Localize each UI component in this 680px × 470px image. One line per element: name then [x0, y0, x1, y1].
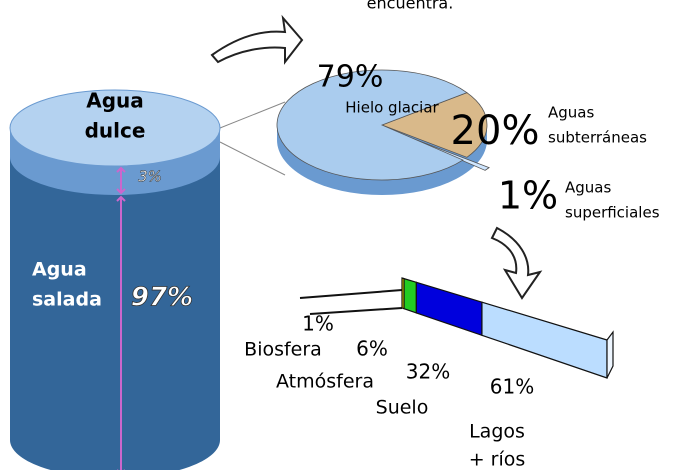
bar-value: 6% — [356, 337, 388, 361]
water-diagram: encuentra. Agua dulce 3% Agua salada 97% 79% Hi… — [0, 0, 680, 470]
zoom-line — [220, 102, 285, 128]
bar-segment — [404, 279, 416, 313]
zoom-line — [220, 142, 285, 175]
bar-value: 1% — [302, 312, 334, 336]
fresh-label: Agua — [86, 89, 144, 113]
bar-end — [607, 332, 613, 378]
bar-label: Lagos — [469, 421, 525, 443]
bar-label: Atmósfera — [276, 371, 374, 393]
salt-value: 97% — [131, 283, 193, 313]
fresh-value: 3% — [138, 168, 162, 186]
bar-segment — [416, 282, 482, 335]
pie-label: Aguas — [565, 179, 611, 197]
bar-segment — [482, 302, 607, 378]
bar-label: Suelo — [376, 397, 429, 419]
bar-value: 32% — [406, 360, 450, 384]
pie-value: 1% — [498, 174, 558, 218]
arrow — [212, 18, 302, 62]
bar-value: 61% — [490, 375, 534, 399]
pie-value: 79% — [317, 60, 384, 95]
fresh-label: dulce — [85, 119, 146, 143]
salt-label: Agua — [32, 259, 87, 281]
pie-label: subterráneas — [548, 129, 647, 147]
pie-label: superficiales — [565, 204, 660, 222]
zoom-line — [300, 290, 402, 298]
bar-label: + ríos — [469, 449, 526, 470]
bar-label: Biosfera — [244, 339, 322, 361]
salt-label: salada — [32, 289, 102, 311]
pie-value: 20% — [451, 108, 540, 154]
pie-label: Hielo glaciar — [345, 99, 439, 117]
arrow — [492, 228, 540, 298]
header-text: encuentra. — [367, 0, 454, 13]
pie-label: Aguas — [548, 104, 594, 122]
